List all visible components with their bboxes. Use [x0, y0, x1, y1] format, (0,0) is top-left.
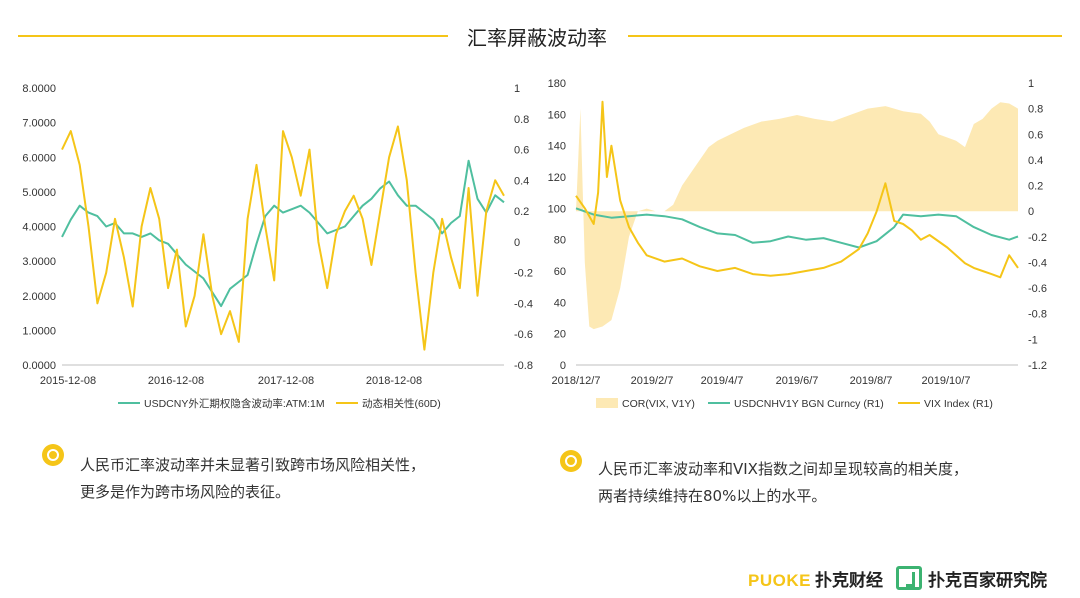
- y-right-tick-label: -0.2: [514, 268, 533, 280]
- y-right-tick-label: -0.6: [514, 329, 533, 341]
- series-line-1: [61, 125, 505, 351]
- y-left-tick-label: 6.0000: [22, 152, 56, 164]
- y-right-tick-label: 0.8: [1028, 104, 1043, 116]
- chart-fx-vol-correlation: 0.0000 1.0000 2.0000 3.0000 4.0000 5.0000 6.00…: [22, 83, 533, 410]
- y-right-tick-label: 0: [514, 237, 520, 249]
- y-left-tick-label: 120: [548, 172, 566, 184]
- x-tick-label: 2015-12-08: [40, 375, 96, 387]
- y-right-tick-label: 0.4: [514, 175, 529, 187]
- y-left-tick-label: 140: [548, 141, 566, 153]
- x-tick-label: 2019/2/7: [631, 375, 674, 387]
- legend-label: COR(VIX, V1Y): [622, 398, 695, 410]
- y-right-tick-label: -1: [1028, 334, 1038, 346]
- y-right-tick-label: 0.6: [514, 145, 529, 157]
- y-left-tick-label: 0.0000: [22, 360, 56, 372]
- y-right-tick-label: 0.4: [1028, 155, 1043, 167]
- y-left-tick-label: 4.0000: [22, 222, 56, 234]
- brand-institute: 扑克百家研究院: [928, 571, 1047, 591]
- y-right-tick-label: -0.4: [514, 298, 533, 310]
- y-right-tick-label: 0: [1028, 206, 1034, 218]
- y-right-tick-label: -0.8: [1028, 309, 1047, 321]
- y-left-tick-label: 1.0000: [22, 325, 56, 337]
- bullet-icon: [560, 450, 582, 472]
- y-left-tick-label: 60: [554, 266, 566, 278]
- y-left-tick-label: 160: [548, 109, 566, 121]
- y-left-tick-label: 8.0000: [22, 83, 56, 95]
- y-left-tick-label: 2.0000: [22, 291, 56, 303]
- y-right-tick-label: 1: [514, 83, 520, 95]
- page-title: 汇率屏蔽波动率: [467, 26, 607, 50]
- brand-puoke-cn: 扑克财经: [814, 571, 883, 591]
- x-tick-label: 2019/6/7: [776, 375, 819, 387]
- y-left-tick-label: 20: [554, 329, 566, 341]
- y-left-tick-label: 100: [548, 203, 566, 215]
- note-right-line1: 人民币汇率波动率和VIX指数之间却呈现较高的相关度，: [598, 460, 968, 478]
- title-line-right: [628, 35, 1062, 37]
- y-left-tick-label: 7.0000: [22, 118, 56, 130]
- title-row: 汇率屏蔽波动率: [0, 20, 1080, 50]
- legend-label: USDCNHV1Y BGN Curncy (R1): [734, 398, 884, 410]
- legend-swatch-area: [596, 398, 618, 408]
- y-right-tick-label: 0.6: [1028, 129, 1043, 141]
- x-tick-label: 2019/8/7: [850, 375, 893, 387]
- series-line-0: [61, 159, 505, 308]
- legend-label: VIX Index (R1): [924, 398, 993, 410]
- x-tick-label: 2019/4/7: [701, 375, 744, 387]
- brand-puoke: PUOKE 扑克财经: [748, 566, 883, 592]
- note-left: 人民币汇率波动率并未显著引致跨市场风险相关性， 更多是作为跨市场风险的表征。: [80, 452, 425, 506]
- note-right: 人民币汇率波动率和VIX指数之间却呈现较高的相关度， 两者持续维持在80%以上的…: [598, 456, 968, 510]
- x-tick-label: 2017-12-08: [258, 375, 314, 387]
- bullet-icon: [42, 444, 64, 466]
- y-right-tick-label: 1: [1028, 78, 1034, 90]
- legend-label: 动态相关性(60D): [362, 397, 441, 410]
- series-area-cor-vix-v1y: [576, 102, 1018, 330]
- note-right-line2: 两者持续维持在80%以上的水平。: [598, 487, 827, 505]
- y-right-tick-label: 0.8: [514, 114, 529, 126]
- y-right-tick-label: -1.2: [1028, 360, 1047, 372]
- y-left-tick-label: 180: [548, 78, 566, 90]
- note-left-line1: 人民币汇率波动率并未显著引致跨市场风险相关性，: [80, 456, 426, 474]
- y-left-tick-label: 3.0000: [22, 256, 56, 268]
- y-left-tick-label: 0: [560, 360, 566, 372]
- y-right-tick-label: -0.8: [514, 360, 533, 372]
- y-left-tick-label: 5.0000: [22, 187, 56, 199]
- x-tick-label: 2018-12-08: [366, 375, 422, 387]
- brand-puoke-latin: PUOKE: [748, 571, 811, 590]
- y-right-tick-label: 0.2: [1028, 181, 1043, 193]
- x-tick-label: 2019/10/7: [922, 375, 971, 387]
- y-right-tick-label: -0.6: [1028, 283, 1047, 295]
- y-right-tick-label: -0.4: [1028, 257, 1047, 269]
- y-left-tick-label: 40: [554, 297, 566, 309]
- series-line-2: [575, 100, 1019, 279]
- y-right-tick-label: 0.2: [514, 206, 529, 218]
- x-tick-label: 2018/12/7: [552, 375, 601, 387]
- title-line-left: [18, 35, 448, 37]
- x-tick-label: 2016-12-08: [148, 375, 204, 387]
- note-left-line2: 更多是作为跨市场风险的表征。: [80, 483, 291, 501]
- series-line-1: [575, 207, 1019, 249]
- chart-vix-cnh-vol: 0 20 40 60 80 100 120 140 160 180 -1.2 -1 -0.8 -0.6 -0…: [548, 78, 1047, 410]
- legend-label: USDCNY外汇期权隐含波动率:ATM:1M: [144, 397, 325, 410]
- y-right-tick-label: -0.2: [1028, 232, 1047, 244]
- institute-logo-icon: [896, 566, 922, 590]
- y-left-tick-label: 80: [554, 235, 566, 247]
